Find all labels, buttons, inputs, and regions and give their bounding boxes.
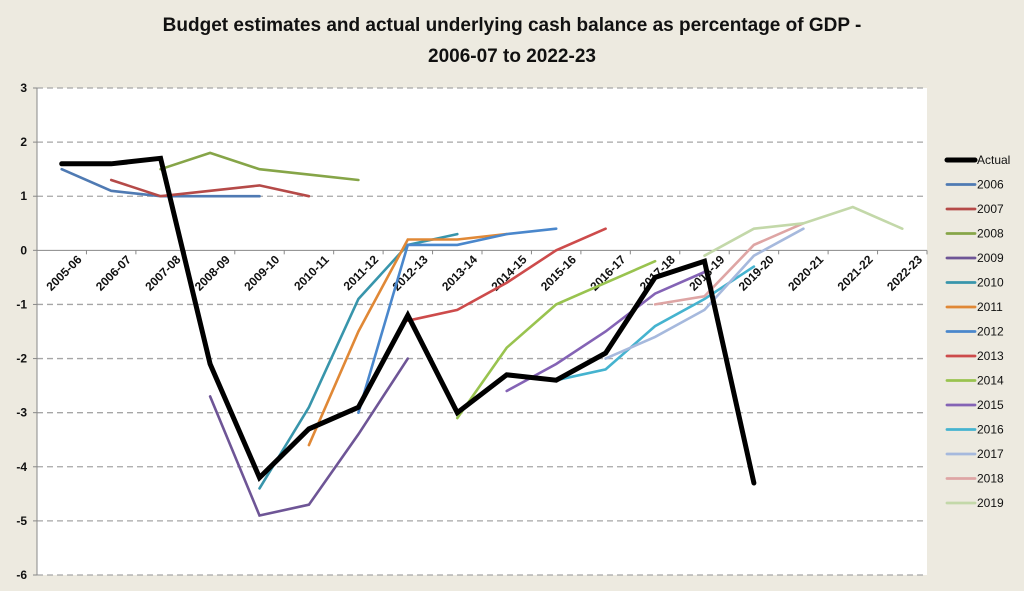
y-tick-label: -4 bbox=[16, 460, 27, 474]
y-tick-label: -5 bbox=[16, 514, 27, 528]
chart-title-line-1: Budget estimates and actual underlying c… bbox=[162, 15, 862, 36]
y-tick-label: -2 bbox=[16, 352, 27, 366]
series-line-2007 bbox=[109, 178, 311, 198]
plot-area bbox=[37, 88, 927, 575]
series-line-2009 bbox=[208, 357, 410, 518]
series-line-2018 bbox=[653, 222, 805, 306]
series-line-2008 bbox=[159, 151, 360, 182]
y-tick-label: 1 bbox=[20, 189, 27, 203]
legend-label: 2008 bbox=[977, 227, 1004, 241]
series-line-actual bbox=[59, 155, 757, 486]
series-line-2011 bbox=[307, 232, 509, 447]
y-tick-label: -1 bbox=[16, 297, 27, 311]
series-line-2019 bbox=[703, 205, 904, 257]
series-line-2010 bbox=[258, 232, 459, 490]
series-line-2016 bbox=[554, 265, 756, 382]
y-tick-label: 3 bbox=[20, 81, 27, 95]
legend-label: 2007 bbox=[977, 202, 1004, 216]
legend-label: 2013 bbox=[977, 349, 1004, 363]
series-line-2015 bbox=[505, 270, 706, 393]
y-tick-label: 0 bbox=[20, 243, 27, 257]
legend-label: Actual bbox=[977, 153, 1010, 167]
y-tick-label: 2 bbox=[20, 135, 27, 149]
y-axis: 3 2 1 0 -1 -2 -3 -4 -5 -6 bbox=[16, 81, 38, 582]
legend-label: 2011 bbox=[977, 300, 1003, 314]
chart-title-line-2: 2006-07 to 2022-23 bbox=[428, 46, 596, 67]
chart-title: Budget estimates and actual underlying c… bbox=[0, 10, 1024, 72]
legend: Actual 2006 2007 2008 2009 2010 2011 2012 2013 20… bbox=[944, 153, 1010, 510]
legend-label: 2016 bbox=[977, 423, 1004, 437]
legend-label: 2006 bbox=[977, 178, 1004, 192]
gridlines bbox=[37, 87, 927, 576]
y-tick-label: -6 bbox=[16, 568, 27, 582]
y-tick-label: -3 bbox=[16, 406, 27, 420]
legend-label: 2012 bbox=[977, 325, 1004, 339]
legend-label: 2010 bbox=[977, 276, 1004, 290]
series-line-2013 bbox=[406, 227, 607, 323]
series-line-2012 bbox=[357, 227, 558, 415]
legend-label: 2019 bbox=[977, 496, 1004, 510]
legend-label: 2015 bbox=[977, 398, 1004, 412]
legend-label: 2009 bbox=[977, 251, 1004, 265]
series-lines bbox=[59, 151, 904, 518]
legend-label: 2018 bbox=[977, 472, 1004, 486]
legend-label: 2017 bbox=[977, 447, 1004, 461]
legend-label: 2014 bbox=[977, 374, 1004, 388]
series-line-2014 bbox=[455, 259, 657, 420]
series-line-2017 bbox=[604, 227, 805, 360]
